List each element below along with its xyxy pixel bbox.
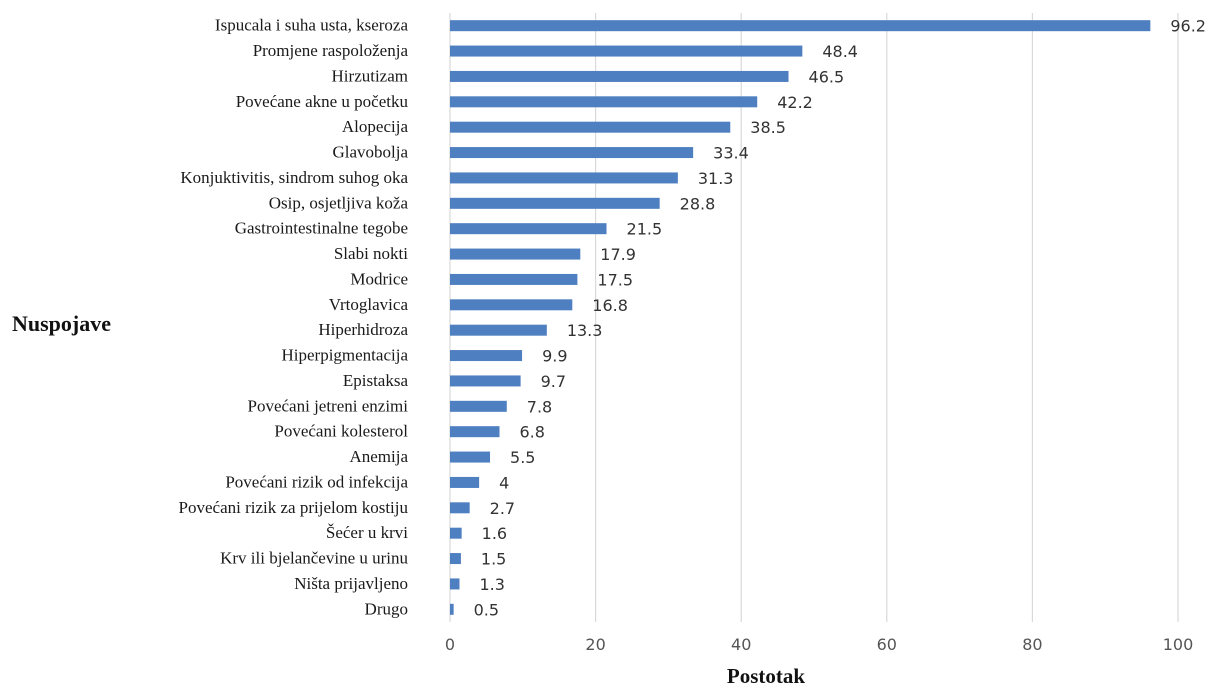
category-label: Drugo	[365, 599, 408, 618]
value-label: 21.5	[627, 220, 663, 239]
value-label: 9.9	[542, 347, 567, 366]
category-label: Povećani rizik od infekcija	[225, 472, 408, 491]
bar	[450, 172, 678, 184]
category-label: Vrtoglavica	[329, 295, 409, 314]
bar	[450, 147, 694, 159]
category-label: Slabi nokti	[334, 244, 408, 263]
x-tick-label: 80	[1022, 635, 1042, 654]
category-label: Epistaksa	[343, 371, 409, 390]
value-label: 33.4	[713, 144, 749, 163]
x-tick-labels: 0 20 40 60 80 100	[445, 635, 1193, 654]
bar	[450, 578, 460, 590]
value-label: 1.5	[481, 550, 506, 569]
value-label: 9.7	[541, 372, 566, 391]
category-label: Povećani jetreni enzimi	[248, 396, 409, 415]
gridlines	[449, 13, 1179, 622]
value-label: 16.8	[592, 296, 628, 315]
category-label: Ništa prijavljeno	[294, 574, 408, 593]
category-label: Konjuktivitis, sindrom suhog oka	[180, 168, 408, 187]
value-label: 1.3	[479, 575, 504, 594]
category-labels: Ispucala i suha usta, kseroza Promjene ra…	[179, 16, 409, 619]
value-label: 0.5	[474, 600, 499, 619]
x-tick-label: 0	[445, 635, 455, 654]
category-label: Gastrointestinalne tegobe	[235, 219, 408, 238]
value-label: 5.5	[510, 448, 535, 467]
category-label: Šećer u krvi	[326, 523, 408, 542]
bar	[450, 400, 507, 412]
bar	[450, 223, 607, 235]
bar	[450, 603, 454, 615]
category-label: Povećani kolesterol	[274, 422, 408, 441]
value-label: 28.8	[680, 194, 716, 213]
category-label: Glavobolja	[332, 143, 408, 162]
value-label: 38.5	[750, 118, 786, 137]
bar	[450, 299, 573, 311]
category-label: Hiperhidroza	[318, 320, 408, 339]
value-label: 42.2	[777, 93, 813, 112]
value-label: 1.6	[482, 524, 507, 543]
value-label: 31.3	[698, 169, 734, 188]
bar	[450, 45, 803, 57]
value-label: 46.5	[809, 67, 845, 86]
bar	[450, 70, 789, 82]
bar	[450, 451, 491, 463]
value-label: 2.7	[490, 499, 515, 518]
bar	[450, 273, 578, 285]
value-label: 17.9	[600, 245, 636, 264]
bar	[450, 96, 758, 108]
category-label: Ispucala i suha usta, kseroza	[215, 16, 409, 35]
bar	[450, 375, 521, 387]
value-label: 4	[499, 473, 509, 492]
bar	[450, 248, 581, 260]
x-tick-label: 100	[1163, 635, 1194, 654]
value-label: 48.4	[822, 42, 858, 61]
value-label: 7.8	[527, 397, 552, 416]
bar	[450, 553, 461, 565]
category-label: Osip, osjetljiva koža	[269, 193, 409, 212]
bar	[450, 476, 480, 488]
bars	[450, 20, 1151, 615]
value-label: 6.8	[520, 423, 545, 442]
bar	[450, 350, 523, 362]
bar	[450, 197, 660, 209]
category-label: Promjene raspoloženja	[253, 41, 409, 60]
category-label: Povećane akne u početku	[236, 92, 409, 111]
x-axis-title: Postotak	[727, 664, 805, 685]
bar	[450, 20, 1151, 32]
bar	[450, 527, 462, 539]
category-label: Alopecija	[342, 117, 409, 136]
value-labels: 96.2 48.4 46.5 42.2 38.533.4 31.3 28.8 21.5 17.9…	[474, 17, 1206, 620]
bar	[450, 426, 500, 438]
x-tick-label: 40	[731, 635, 751, 654]
category-label: Krv ili bjelančevine u urinu	[220, 549, 408, 568]
category-label: Anemija	[349, 447, 408, 466]
bar	[450, 324, 547, 336]
value-label: 13.3	[567, 321, 603, 340]
x-tick-label: 20	[585, 635, 605, 654]
category-label: Hirzutizam	[332, 66, 408, 85]
bar	[450, 502, 470, 514]
category-label: Modrice	[350, 269, 408, 288]
bar	[450, 121, 731, 133]
value-label: 96.2	[1170, 17, 1206, 36]
x-tick-label: 60	[877, 635, 897, 654]
category-label: Hiperpigmentacija	[281, 346, 408, 365]
value-label: 17.5	[597, 270, 633, 289]
y-axis-title: Nuspojave	[12, 311, 111, 336]
category-label: Povećani rizik za prijelom kostiju	[179, 498, 409, 517]
